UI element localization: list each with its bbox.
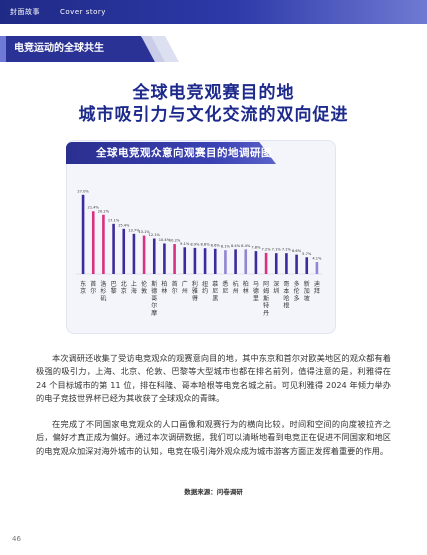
article-paragraph-2: 在完成了不同国家电竞观众的人口画像和观赛行为的横向比较，时间和空间的向度被拉齐之… xyxy=(36,419,391,456)
chart-category-label: 阿姆斯特丹 xyxy=(263,280,269,317)
chart-bar xyxy=(285,253,288,274)
chart-bar xyxy=(122,228,126,274)
chart-category-label: 新加坡 xyxy=(304,280,310,302)
chart-bar xyxy=(254,251,258,274)
chart-value-label: 6.6% xyxy=(292,249,302,253)
chart-bar xyxy=(102,214,105,274)
chart-bar xyxy=(244,249,248,274)
chart-value-label: 4.1% xyxy=(312,256,322,260)
chart-bar xyxy=(315,261,319,274)
page-number: 46 xyxy=(12,535,21,543)
chart-bar xyxy=(203,248,207,274)
chart-value-label: 8.4% xyxy=(241,244,251,248)
chart-value-label: 27.0% xyxy=(77,189,89,193)
chart-bar xyxy=(213,248,217,274)
chart-bar xyxy=(264,252,268,274)
chart-category-label: 首尔 xyxy=(90,280,96,295)
chart-category-label: 首尔 xyxy=(172,280,178,295)
chart-category-label: 柏林 xyxy=(161,280,167,295)
article-paragraph-1: 本次调研还收集了受访电竞观众的观赛意向目的地，其中东京和首尔对欧美地区的观众都有… xyxy=(36,353,391,404)
chart-category-label: 马德里 xyxy=(253,280,259,302)
article-title-line1: 全球电竞观赛目的地 xyxy=(132,83,295,103)
chart-category-label: 巴黎 xyxy=(111,281,117,295)
chart-bar xyxy=(224,250,227,274)
chart-value-label: 8.8% xyxy=(201,243,211,247)
chart-value-label: 10.2% xyxy=(169,239,181,243)
chart-value-label: 10.4% xyxy=(159,238,171,242)
data-source: 数据来源：问卷调研 xyxy=(184,488,243,496)
chart-category-label: 多伦多 xyxy=(294,280,300,302)
chart-category-label: 伦敦 xyxy=(141,280,147,295)
header-cover-story: Cover story xyxy=(60,8,106,16)
chart-value-label: 13.7% xyxy=(128,228,140,232)
chart-value-label: 8.4% xyxy=(231,244,241,248)
chart-value-label: 21.4% xyxy=(88,206,100,210)
chart-bar xyxy=(183,247,187,274)
chart-bar xyxy=(274,253,278,274)
chart-category-label: 慕尼黑 xyxy=(212,280,218,302)
chart-value-label: 12.1% xyxy=(149,233,161,237)
chart-bar xyxy=(142,235,146,274)
chart-bar xyxy=(91,211,95,274)
chart-value-label: 7.1% xyxy=(272,248,282,252)
chart-value-label: 7.1% xyxy=(282,248,292,252)
chart-value-label: 13.1% xyxy=(138,230,150,234)
chart-bar xyxy=(132,233,136,274)
chart-category-label: 迪拜 xyxy=(314,280,320,295)
chart-category-label: 深圳 xyxy=(273,280,279,295)
chart-title: 全球电竞观众意向观赛目的地调研图 xyxy=(96,147,272,159)
chart-value-label: 8.1% xyxy=(221,245,231,249)
chart-category-label: 杭州 xyxy=(233,280,239,295)
chart-category-label: 北京 xyxy=(121,280,127,295)
section-banner xyxy=(0,36,160,62)
chart-category-label: 悉尼 xyxy=(222,280,228,295)
section-banner-accent xyxy=(0,36,6,62)
chart-bar xyxy=(305,257,309,274)
chart-category-label: 哥本哈根 xyxy=(283,281,289,310)
chart-category-label: 洛杉矶 xyxy=(100,280,106,302)
chart-bar xyxy=(234,249,237,274)
header-crumb: 封面故事 xyxy=(10,8,40,16)
chart-category-label: 纽约 xyxy=(202,280,208,295)
chart-value-label: 15.4% xyxy=(118,223,130,227)
chart-category-label: 柏林 xyxy=(243,280,249,295)
chart-bar xyxy=(295,254,298,274)
top-header-bar: 封面故事 Cover story xyxy=(0,0,427,24)
chart-bar xyxy=(112,223,115,274)
chart-bar xyxy=(173,244,176,274)
chart-category-label: 东京 xyxy=(80,280,86,295)
section-title: 电竞运动的全球共生 xyxy=(14,43,104,54)
chart-bar xyxy=(152,238,156,274)
article-title-line2: 城市吸引力与文化交流的双向促进 xyxy=(78,105,349,125)
chart-bar xyxy=(193,247,197,274)
chart-value-label: 20.2% xyxy=(98,209,110,213)
chart-value-label: 17.1% xyxy=(108,218,120,222)
chart-value-label: 8.6% xyxy=(211,243,221,247)
chart-bar xyxy=(81,194,85,274)
chart-category-label: 利雅得 xyxy=(192,280,198,302)
destination-bar-chart: 27.0% 东京 21.4% 首尔 20.2% 洛杉矶 17.1% 巴黎 15.4% 北京 13.7… xyxy=(76,189,322,317)
chart-value-label: 7.2% xyxy=(262,247,272,251)
chart-card xyxy=(66,140,336,334)
chart-value-label: 7.8% xyxy=(251,246,261,250)
chart-bar xyxy=(163,243,166,274)
chart-category-label: 斯德哥尔摩 xyxy=(151,280,157,317)
chart-value-label: 5.7% xyxy=(302,252,312,256)
chart-value-label: 8.9% xyxy=(190,242,200,246)
chart-value-label: 9.1% xyxy=(180,242,190,246)
chart-category-label: 上海 xyxy=(131,280,137,295)
chart-title-bar xyxy=(66,142,276,164)
chart-category-label: 广州 xyxy=(182,280,188,295)
